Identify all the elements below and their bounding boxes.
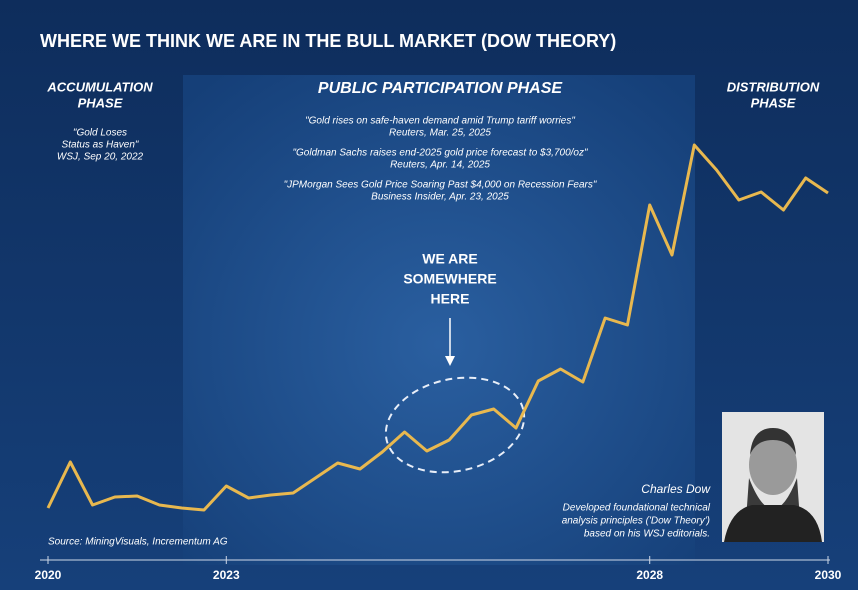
phase-label: ACCUMULATION — [46, 79, 153, 94]
x-tick-label: 2023 — [213, 568, 240, 582]
person-description: analysis principles ('Dow Theory') — [562, 516, 710, 527]
marker-text: WE ARE — [422, 251, 477, 267]
person-description: Developed foundational technical — [563, 503, 711, 514]
x-tick-label: 2028 — [636, 568, 663, 582]
page: WHERE WE THINK WE ARE IN THE BULL MARKET… — [0, 0, 858, 590]
phase-label: PUBLIC PARTICIPATION PHASE — [318, 80, 563, 97]
x-tick-label: 2030 — [815, 568, 842, 582]
quote: "Goldman Sachs raises end-2025 gold pric… — [292, 148, 587, 159]
quote: "Gold rises on safe-haven demand amid Tr… — [305, 116, 575, 127]
person-name: Charles Dow — [641, 482, 711, 496]
quote-source: Reuters, Apr. 14, 2025 — [390, 160, 490, 171]
portrait — [722, 412, 824, 542]
x-tick-label: 2020 — [35, 568, 62, 582]
quote: WSJ, Sep 20, 2022 — [57, 152, 144, 163]
person-description: based on his WSJ editorials. — [584, 529, 710, 540]
quote-source: Reuters, Mar. 25, 2025 — [389, 128, 491, 139]
quote: "Gold Loses — [73, 128, 127, 139]
chart-title: WHERE WE THINK WE ARE IN THE BULL MARKET… — [40, 31, 616, 51]
source: Source: MiningVisuals, Incrementum AG — [48, 537, 228, 548]
phase-label: PHASE — [78, 95, 123, 110]
chart: WHERE WE THINK WE ARE IN THE BULL MARKET… — [0, 0, 858, 590]
quote: "JPMorgan Sees Gold Price Soaring Past $… — [284, 180, 597, 191]
quote-source: Business Insider, Apr. 23, 2025 — [371, 192, 509, 203]
phase-label: PHASE — [751, 95, 796, 110]
quote: Status as Haven" — [62, 140, 139, 151]
marker-text: SOMEWHERE — [403, 271, 496, 287]
phase-label: DISTRIBUTION — [727, 79, 820, 94]
marker-text: HERE — [431, 291, 470, 307]
